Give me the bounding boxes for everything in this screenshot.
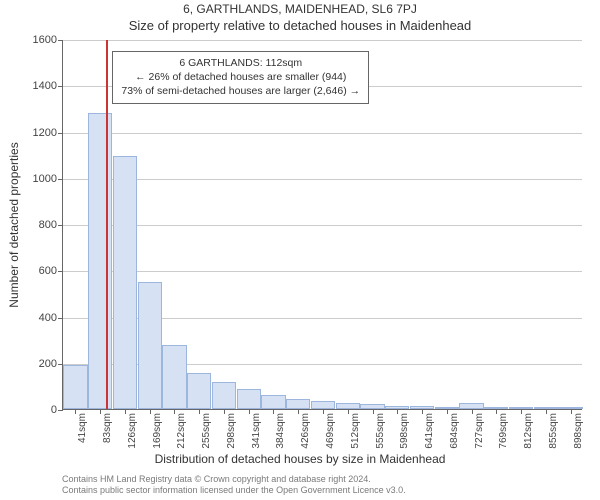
y-tick-label: 1000 — [33, 173, 63, 185]
x-tick-label: 641sqm — [424, 413, 435, 449]
histogram-bar — [187, 373, 211, 409]
x-tick-label: 169sqm — [152, 413, 163, 449]
chart-container: 6, GARTHLANDS, MAIDENHEAD, SL6 7PJ Size … — [0, 0, 600, 500]
y-tick-label: 0 — [51, 404, 63, 416]
histogram-bar — [162, 345, 186, 409]
histogram-bar — [311, 401, 335, 409]
histogram-bar — [113, 156, 137, 409]
x-tick-mark — [348, 409, 349, 414]
x-tick-mark — [150, 409, 151, 414]
x-tick-mark — [447, 409, 448, 414]
x-tick-label: 769sqm — [498, 413, 509, 449]
x-tick-mark — [373, 409, 374, 414]
grid-line — [63, 179, 582, 180]
y-tick-label: 400 — [39, 312, 63, 324]
y-axis-label: Number of detached properties — [7, 142, 21, 307]
attribution-line1: Contains HM Land Registry data © Crown c… — [62, 474, 582, 485]
x-tick-label: 855sqm — [548, 413, 559, 449]
x-tick-label: 684sqm — [449, 413, 460, 449]
x-tick-mark — [422, 409, 423, 414]
x-tick-label: 727sqm — [474, 413, 485, 449]
x-tick-label: 255sqm — [201, 413, 212, 449]
y-tick-label: 1400 — [33, 80, 63, 92]
y-tick-label: 800 — [39, 219, 63, 231]
x-tick-mark — [571, 409, 572, 414]
annotation-line: 6 GARTHLANDS: 112sqm — [121, 56, 360, 70]
x-axis-label: Distribution of detached houses by size … — [0, 452, 600, 466]
histogram-bar — [261, 395, 285, 409]
chart-supertitle: 6, GARTHLANDS, MAIDENHEAD, SL6 7PJ — [0, 2, 600, 16]
x-tick-mark — [521, 409, 522, 414]
y-tick-label: 1200 — [33, 127, 63, 139]
grid-line — [63, 271, 582, 272]
x-tick-mark — [100, 409, 101, 414]
chart-title: Size of property relative to detached ho… — [0, 18, 600, 33]
x-tick-label: 512sqm — [350, 413, 361, 449]
x-tick-mark — [397, 409, 398, 414]
y-tick-label: 1600 — [33, 34, 63, 46]
x-tick-label: 41sqm — [77, 413, 88, 443]
histogram-bar — [286, 399, 310, 409]
y-tick-label: 600 — [39, 265, 63, 277]
x-tick-mark — [323, 409, 324, 414]
x-tick-label: 598sqm — [399, 413, 410, 449]
property-marker-line — [106, 40, 108, 409]
grid-line — [63, 40, 582, 41]
x-tick-mark — [125, 409, 126, 414]
attribution-line2: Contains public sector information licen… — [62, 485, 582, 496]
x-tick-label: 126sqm — [127, 413, 138, 449]
x-tick-label: 384sqm — [275, 413, 286, 449]
x-tick-mark — [273, 409, 274, 414]
x-tick-label: 426sqm — [300, 413, 311, 449]
x-tick-label: 812sqm — [523, 413, 534, 449]
histogram-bar — [88, 113, 112, 409]
x-tick-mark — [224, 409, 225, 414]
plot-area: 0200400600800100012001400160041sqm83sqm1… — [62, 40, 582, 410]
x-tick-mark — [199, 409, 200, 414]
x-tick-mark — [546, 409, 547, 414]
annotation-box: 6 GARTHLANDS: 112sqm← 26% of detached ho… — [112, 51, 369, 104]
attribution: Contains HM Land Registry data © Crown c… — [62, 474, 582, 497]
x-tick-label: 83sqm — [102, 413, 113, 443]
x-tick-label: 898sqm — [573, 413, 584, 449]
x-tick-mark — [174, 409, 175, 414]
x-tick-mark — [496, 409, 497, 414]
x-tick-mark — [75, 409, 76, 414]
x-tick-label: 555sqm — [375, 413, 386, 449]
grid-line — [63, 133, 582, 134]
x-tick-mark — [298, 409, 299, 414]
histogram-bar — [63, 365, 87, 409]
x-tick-mark — [249, 409, 250, 414]
histogram-bar — [138, 282, 162, 409]
histogram-bar — [212, 382, 236, 409]
x-tick-label: 469sqm — [325, 413, 336, 449]
x-tick-label: 341sqm — [251, 413, 262, 449]
y-tick-label: 200 — [39, 358, 63, 370]
x-tick-mark — [472, 409, 473, 414]
x-tick-label: 298sqm — [226, 413, 237, 449]
grid-line — [63, 225, 582, 226]
annotation-line: 73% of semi-detached houses are larger (… — [121, 84, 360, 98]
annotation-line: ← 26% of detached houses are smaller (94… — [121, 70, 360, 84]
histogram-bar — [237, 389, 261, 409]
x-tick-label: 212sqm — [176, 413, 187, 449]
